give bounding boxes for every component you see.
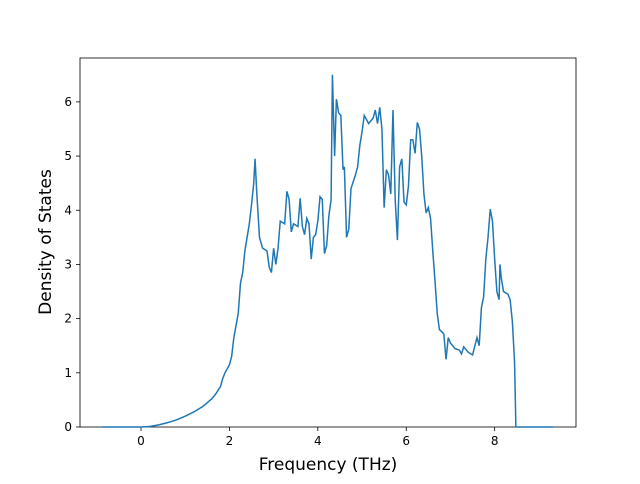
y-tick-label: 6 (64, 95, 72, 109)
y-axis-label: Density of States (36, 169, 56, 315)
x-tick-label: 0 (137, 434, 145, 448)
x-tick-label: 4 (314, 434, 322, 448)
x-tick-label: 6 (402, 434, 410, 448)
x-axis-label: Frequency (THz) (259, 455, 398, 475)
y-tick-label: 2 (64, 312, 72, 326)
x-tick-label: 2 (226, 434, 234, 448)
y-tick-label: 0 (64, 420, 72, 434)
y-tick-label: 1 (64, 366, 72, 380)
line-series (102, 74, 554, 428)
x-tick-label: 8 (491, 434, 499, 448)
y-tick-label: 3 (64, 257, 72, 271)
y-tick-label: 5 (64, 149, 72, 163)
plot-frame (79, 57, 577, 428)
y-tick-label: 4 (64, 203, 72, 217)
